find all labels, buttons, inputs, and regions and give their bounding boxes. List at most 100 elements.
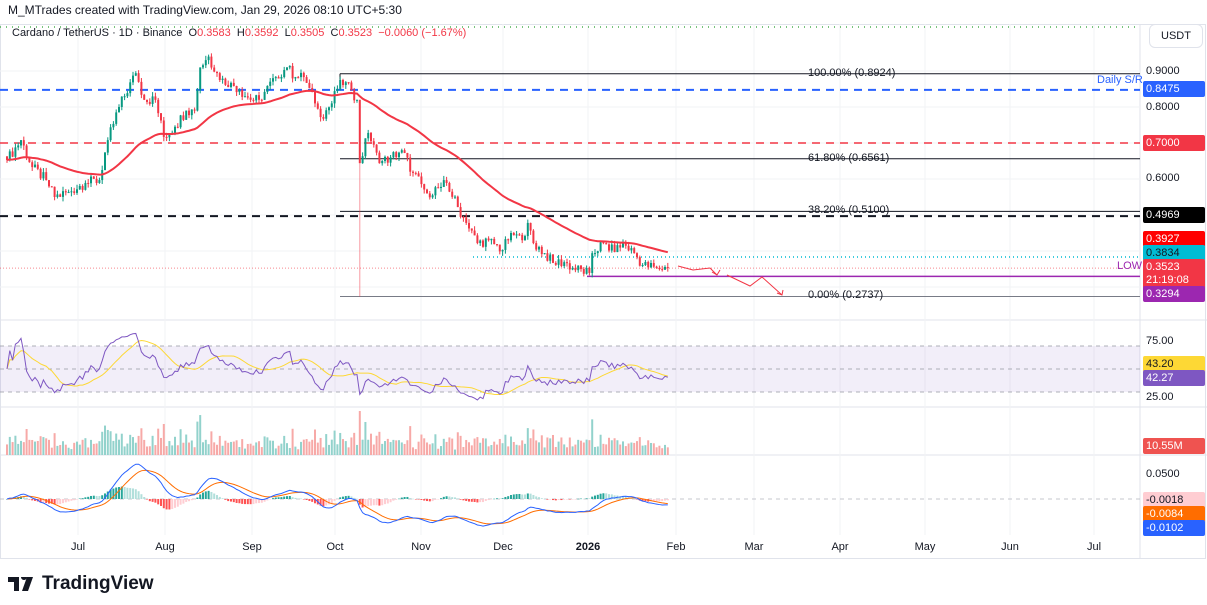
price-tick: 0.8000 <box>1146 101 1180 113</box>
candle-body <box>661 269 664 271</box>
candle-body <box>560 259 563 267</box>
time-label: Jul <box>70 541 86 553</box>
candle-body <box>605 243 608 245</box>
candle-body <box>610 244 613 251</box>
volume-bar <box>218 435 221 455</box>
candle-body <box>14 147 17 157</box>
macd-histogram-bar <box>521 494 524 499</box>
volume-bar <box>277 445 280 455</box>
currency-button[interactable]: USDT <box>1149 24 1203 48</box>
macd-histogram-bar <box>344 496 347 499</box>
macd-histogram-bar <box>434 499 437 500</box>
macd-histogram-bar <box>160 499 162 506</box>
candle-body <box>582 268 585 274</box>
candle-body <box>594 253 596 255</box>
macd-histogram-bar <box>532 494 535 499</box>
projection-arrow-1 <box>677 265 718 276</box>
candle-body <box>636 253 638 258</box>
macd-histogram-bar <box>636 499 638 500</box>
volume-bar <box>302 439 305 455</box>
volume-bar <box>644 445 647 455</box>
candle-body <box>574 267 577 271</box>
macd-histogram-bar <box>62 499 64 504</box>
macd-histogram-bar <box>277 497 280 499</box>
macd-histogram-bar <box>498 498 501 499</box>
volume-bar <box>476 437 479 455</box>
candle-body <box>202 65 204 68</box>
macd-histogram-bar <box>339 497 342 499</box>
volume-bar <box>342 439 344 455</box>
candle-body <box>490 238 493 241</box>
tradingview-logo[interactable]: TradingView <box>8 573 154 595</box>
rsi-upper-tick: 75.00 <box>1146 335 1174 347</box>
volume-bar <box>468 442 470 455</box>
candle-body <box>17 145 20 148</box>
macd-histogram-bar <box>524 494 526 499</box>
volume-bar <box>498 438 501 455</box>
candle-body <box>333 91 336 104</box>
candle-body <box>462 216 465 218</box>
macd-histogram-bar <box>112 488 115 499</box>
close-label: C <box>330 27 339 39</box>
macd-histogram-bar <box>120 486 123 499</box>
time-label: Dec <box>493 541 513 553</box>
low-label: L <box>284 27 291 39</box>
macd-histogram-bar <box>227 499 230 502</box>
macd-histogram-bar <box>255 499 258 504</box>
macd-histogram-bar <box>644 499 647 502</box>
candle-body <box>168 133 171 138</box>
macd-histogram-bar <box>140 494 143 499</box>
volume-bar <box>619 444 622 455</box>
volume-bar <box>134 442 137 455</box>
volume-bar <box>316 442 319 455</box>
macd-histogram-bar <box>560 499 563 501</box>
candle-body <box>78 186 81 190</box>
volume-bar <box>386 438 389 455</box>
volume-bar <box>356 444 358 455</box>
volume-bar <box>56 445 59 455</box>
candle-body <box>549 254 552 261</box>
volume-bar <box>118 439 120 455</box>
volume-bar <box>20 440 22 455</box>
macd-histogram-bar <box>28 499 31 500</box>
macd-histogram-bar <box>666 499 669 501</box>
volume-bar <box>42 437 45 455</box>
ema-line <box>6 89 669 254</box>
macd-histogram-bar <box>356 498 358 500</box>
candle-body <box>339 80 342 89</box>
volume-bar <box>524 443 526 455</box>
candle-body <box>62 191 64 197</box>
macd-histogram-bar <box>305 499 308 500</box>
volume-bar <box>132 437 134 455</box>
volume-bar <box>554 447 557 455</box>
macd-histogram-bar <box>372 499 375 506</box>
change-value: −0.0060 (−1.67%) <box>378 27 467 39</box>
volume-bar <box>333 430 336 455</box>
volume-bar <box>434 434 437 455</box>
candle-body <box>118 107 120 113</box>
volume-bar <box>448 437 451 455</box>
volume-bar <box>577 439 580 455</box>
macd-histogram-bar <box>118 487 120 499</box>
candle-body <box>451 191 454 197</box>
volume-bar <box>193 447 196 455</box>
symbol-name[interactable]: Cardano / TetherUS · 1D · Binance <box>12 27 183 39</box>
volume-bar <box>605 444 608 455</box>
volume-bar <box>104 425 106 455</box>
volume-bar <box>6 444 8 455</box>
macd-histogram-bar <box>207 490 210 499</box>
last-price-tag: 0.3523 21:19:08 <box>1143 259 1205 289</box>
macd-histogram-bar <box>479 499 482 503</box>
macd-histogram-bar <box>260 499 263 503</box>
volume-bar <box>347 447 350 455</box>
volume-bar <box>129 434 132 455</box>
macd-histogram-bar <box>190 499 193 501</box>
macd-histogram-bar <box>157 499 160 505</box>
volume-bar <box>585 439 588 455</box>
macd-histogram-bar <box>148 499 151 502</box>
candle-body <box>53 186 56 197</box>
macd-histogram-bar <box>571 499 574 500</box>
candle-body <box>207 56 210 61</box>
volume-bar <box>529 438 532 455</box>
